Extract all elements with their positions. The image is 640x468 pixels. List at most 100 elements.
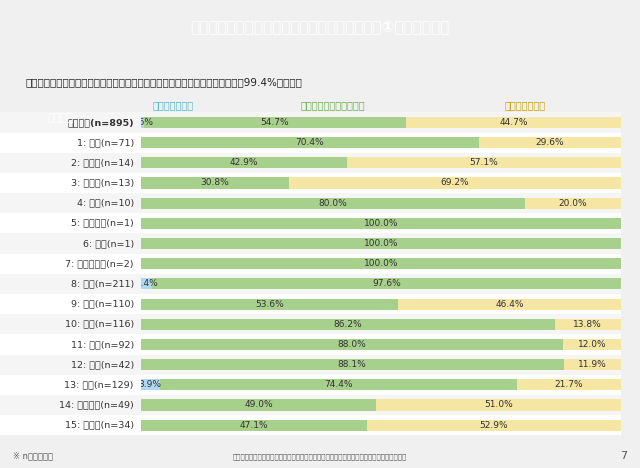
Bar <box>0 355 141 375</box>
Text: 客観式問題＋記述式問題: 客観式問題＋記述式問題 <box>301 100 365 110</box>
Bar <box>0 173 141 193</box>
Text: 12.0%: 12.0% <box>578 340 606 349</box>
Text: 20.0%: 20.0% <box>559 198 587 208</box>
Bar <box>141 197 525 209</box>
Bar <box>0 153 141 173</box>
Text: 8: 数学(n=211): 8: 数学(n=211) <box>70 279 134 288</box>
Text: 【出典】文部科学省「大学入学者選抜における英語４技能評価及び記述式問題の実施状況」: 【出典】文部科学省「大学入学者選抜における英語４技能評価及び記述式問題の実施状況… <box>233 453 407 460</box>
Bar <box>144 117 406 128</box>
Text: 5: 現代社会(n=1): 5: 現代社会(n=1) <box>71 219 134 228</box>
Bar <box>0 334 141 355</box>
Text: 3: 日本史(n=13): 3: 日本史(n=13) <box>70 178 134 188</box>
Bar <box>141 258 621 269</box>
Bar <box>141 157 347 168</box>
Bar <box>141 193 621 213</box>
Bar <box>0 274 141 294</box>
Text: 1: 国語(n=71): 1: 国語(n=71) <box>77 138 134 147</box>
Text: 12: 地学(n=42): 12: 地学(n=42) <box>70 360 134 369</box>
Bar <box>0 314 141 334</box>
Bar <box>0 395 141 415</box>
Text: 100.0%: 100.0% <box>364 259 398 268</box>
Bar <box>0 254 141 274</box>
Bar <box>406 117 621 128</box>
Bar <box>0 112 141 132</box>
Bar <box>152 278 621 289</box>
Bar <box>141 420 367 431</box>
Bar <box>141 254 621 274</box>
Text: 13: 英語(n=129): 13: 英語(n=129) <box>65 380 134 389</box>
Bar <box>347 157 621 168</box>
Bar <box>0 234 141 254</box>
Bar <box>376 399 621 410</box>
Bar <box>141 395 621 415</box>
Bar <box>398 299 621 310</box>
Bar <box>516 379 621 390</box>
Text: 51.0%: 51.0% <box>484 401 513 410</box>
Text: 記述式問題のみ: 記述式問題のみ <box>504 100 545 110</box>
Text: 57.1%: 57.1% <box>469 158 498 167</box>
Text: 88.0%: 88.0% <box>338 340 366 349</box>
Text: 44.7%: 44.7% <box>499 118 528 127</box>
Bar <box>0 294 141 314</box>
Bar <box>141 355 621 375</box>
Bar <box>141 359 564 370</box>
Text: 47.1%: 47.1% <box>239 421 268 430</box>
Text: 42.9%: 42.9% <box>230 158 258 167</box>
Bar <box>141 177 289 189</box>
Text: 全科目計(n=895): 全科目計(n=895) <box>67 118 134 127</box>
Text: 21.7%: 21.7% <box>554 380 583 389</box>
Text: 7: 7 <box>620 451 627 461</box>
Bar <box>141 238 621 249</box>
Bar <box>0 375 141 395</box>
Text: 国立大学: 国立大学 <box>47 113 74 123</box>
Text: ※ nはテスト数: ※ nはテスト数 <box>13 452 52 461</box>
Text: 46.4%: 46.4% <box>495 300 524 308</box>
Bar <box>141 379 159 390</box>
Text: 14: 総合問題(n=49): 14: 総合問題(n=49) <box>59 401 134 410</box>
Bar <box>141 173 621 193</box>
Text: 10: 化学(n=116): 10: 化学(n=116) <box>65 320 134 329</box>
Bar <box>159 379 516 390</box>
Text: 86.2%: 86.2% <box>333 320 362 329</box>
Bar <box>479 137 621 148</box>
Text: 69.2%: 69.2% <box>440 178 469 188</box>
Bar <box>141 234 621 254</box>
Bar <box>141 375 621 395</box>
Text: 0.6%: 0.6% <box>131 118 154 127</box>
Bar <box>525 197 621 209</box>
Text: 客観式問題のみ: 客観式問題のみ <box>152 100 193 110</box>
Bar <box>141 399 376 410</box>
Text: 13.8%: 13.8% <box>573 320 602 329</box>
Text: 74.4%: 74.4% <box>324 380 353 389</box>
Bar <box>141 334 621 355</box>
Bar <box>141 132 621 153</box>
Bar <box>141 415 621 435</box>
Text: 11: 生物(n=92): 11: 生物(n=92) <box>70 340 134 349</box>
Bar <box>141 274 621 294</box>
Bar <box>554 319 621 330</box>
Text: 2.4%: 2.4% <box>135 279 158 288</box>
Text: 6: 倫理(n=1): 6: 倫理(n=1) <box>83 239 134 248</box>
Bar <box>141 117 144 128</box>
Text: 97.6%: 97.6% <box>372 279 401 288</box>
Bar <box>0 193 141 213</box>
Bar <box>141 278 152 289</box>
Text: 2: 世界史(n=14): 2: 世界史(n=14) <box>71 158 134 167</box>
Text: 70.4%: 70.4% <box>296 138 324 147</box>
Text: 53.6%: 53.6% <box>255 300 284 308</box>
Text: 15: その他(n=34): 15: その他(n=34) <box>65 421 134 430</box>
Bar <box>141 294 621 314</box>
Text: 29.6%: 29.6% <box>536 138 564 147</box>
Bar <box>0 415 141 435</box>
Bar <box>289 177 621 189</box>
Bar <box>0 213 141 234</box>
Text: 3.9%: 3.9% <box>139 380 162 389</box>
Bar <box>141 153 621 173</box>
Text: 9: 物理(n=110): 9: 物理(n=110) <box>70 300 134 308</box>
Text: 49.0%: 49.0% <box>244 401 273 410</box>
Text: 一般入試において、国立大学では、記述式問題を出題しているテストは全体の99.4%である。: 一般入試において、国立大学では、記述式問題を出題しているテストは全体の99.4%… <box>25 77 302 87</box>
Text: 4: 地理(n=10): 4: 地理(n=10) <box>77 198 134 208</box>
Text: 52.9%: 52.9% <box>479 421 508 430</box>
Bar <box>141 314 621 334</box>
Bar <box>141 213 621 234</box>
